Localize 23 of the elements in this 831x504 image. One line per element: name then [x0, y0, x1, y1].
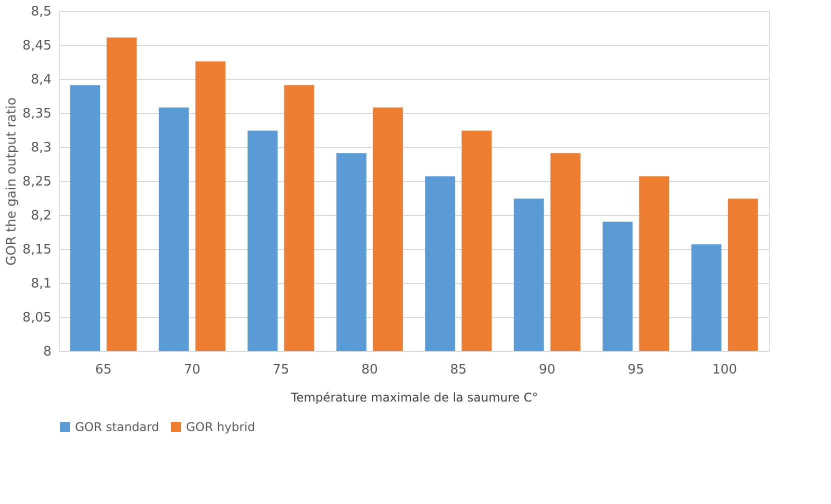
legend-label: GOR hybrid	[186, 420, 256, 434]
y-tick-label: 8,4	[30, 72, 52, 88]
y-tick-label: 8,35	[22, 106, 52, 122]
y-tick-label: 8,5	[30, 4, 52, 20]
legend-label: GOR standard	[75, 420, 160, 434]
x-tick-label: 95	[628, 362, 644, 378]
y-tick-label: 8,3	[30, 140, 52, 156]
x-tick-label: 75	[272, 362, 290, 378]
x-tick-label: 65	[95, 362, 112, 378]
x-axis-title: Température maximale de la saumure C°	[290, 390, 538, 404]
x-tick-label: 90	[538, 362, 556, 378]
x-tick-label: 100	[712, 362, 738, 378]
x-tick-label: 80	[361, 362, 378, 378]
y-tick-label: 8	[43, 344, 52, 360]
y-tick-label: 8,05	[22, 310, 52, 326]
y-tick-label: 8,2	[30, 208, 52, 224]
x-tick-label: 70	[184, 362, 200, 378]
x-tick-label: 85	[450, 362, 467, 378]
y-tick-label: 8,45	[22, 38, 52, 54]
y-tick-label: 8,15	[22, 242, 52, 258]
y-tick-label: 8,25	[22, 174, 52, 190]
y-tick-label: 8,1	[30, 276, 52, 292]
y-axis-title: GOR the gain output ratio	[4, 97, 20, 266]
